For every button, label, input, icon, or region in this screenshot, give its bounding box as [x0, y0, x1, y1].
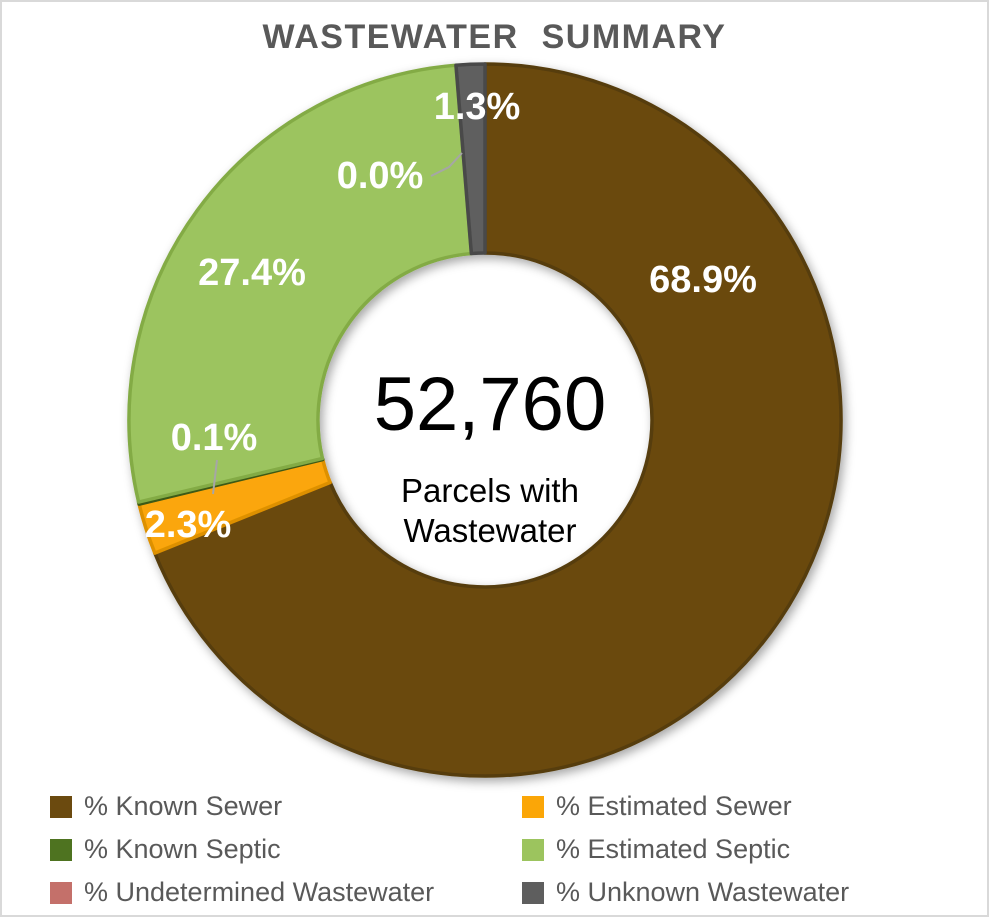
chart-title: WASTEWATER SUMMARY	[262, 18, 727, 56]
legend-swatch-known-sewer	[50, 795, 72, 818]
legend-label-undetermined-wastewater: % Undetermined Wastewater	[84, 877, 435, 907]
leader-line-known-septic	[212, 459, 218, 495]
legend-swatch-known-septic	[50, 838, 72, 861]
legend-label-known-sewer: % Known Sewer	[84, 791, 283, 821]
donut-slices	[127, 62, 843, 778]
legend-swatch-estimated-septic	[522, 838, 544, 861]
legend-swatch-undetermined-wastewater	[50, 881, 72, 904]
center-total-value: 52,760	[374, 362, 606, 447]
slice-estimated-septic	[127, 63, 474, 504]
legend-item-estimated-sewer: % Estimated Sewer	[522, 791, 960, 822]
legend-swatch-estimated-sewer	[522, 795, 544, 818]
leader-line-undetermined-wastewater	[430, 152, 463, 177]
legend-label-known-septic: % Known Septic	[84, 834, 281, 864]
data-label-estimated-septic: 27.4%	[198, 252, 306, 294]
legend-label-estimated-septic: % Estimated Septic	[556, 834, 791, 864]
center-caption-line2: Wastewater	[404, 512, 577, 549]
legend-swatch-unknown-wastewater	[522, 881, 544, 904]
legend-item-unknown-wastewater: % Unknown Wastewater	[522, 877, 960, 908]
legend-item-undetermined-wastewater: % Undetermined Wastewater	[50, 877, 522, 908]
data-label-estimated-sewer: 2.3%	[145, 504, 232, 546]
legend-item-estimated-septic: % Estimated Septic	[522, 834, 960, 865]
data-label-known-septic: 0.1%	[171, 417, 258, 459]
legend-item-known-septic: % Known Septic	[50, 834, 522, 865]
slice-unknown-wastewater	[454, 62, 487, 256]
data-label-unknown-wastewater: 1.3%	[434, 86, 521, 128]
slice-known-sewer	[153, 62, 843, 778]
center-caption-line1: Parcels with	[401, 472, 579, 509]
data-label-undetermined-wastewater: 0.0%	[337, 155, 424, 197]
legend-label-estimated-sewer: % Estimated Sewer	[556, 791, 792, 821]
legend: % Known Sewer % Estimated Sewer % Known …	[50, 790, 960, 909]
data-label-known-sewer: 68.9%	[649, 259, 757, 301]
legend-item-known-sewer: % Known Sewer	[50, 791, 522, 822]
legend-label-unknown-wastewater: % Unknown Wastewater	[556, 877, 850, 907]
